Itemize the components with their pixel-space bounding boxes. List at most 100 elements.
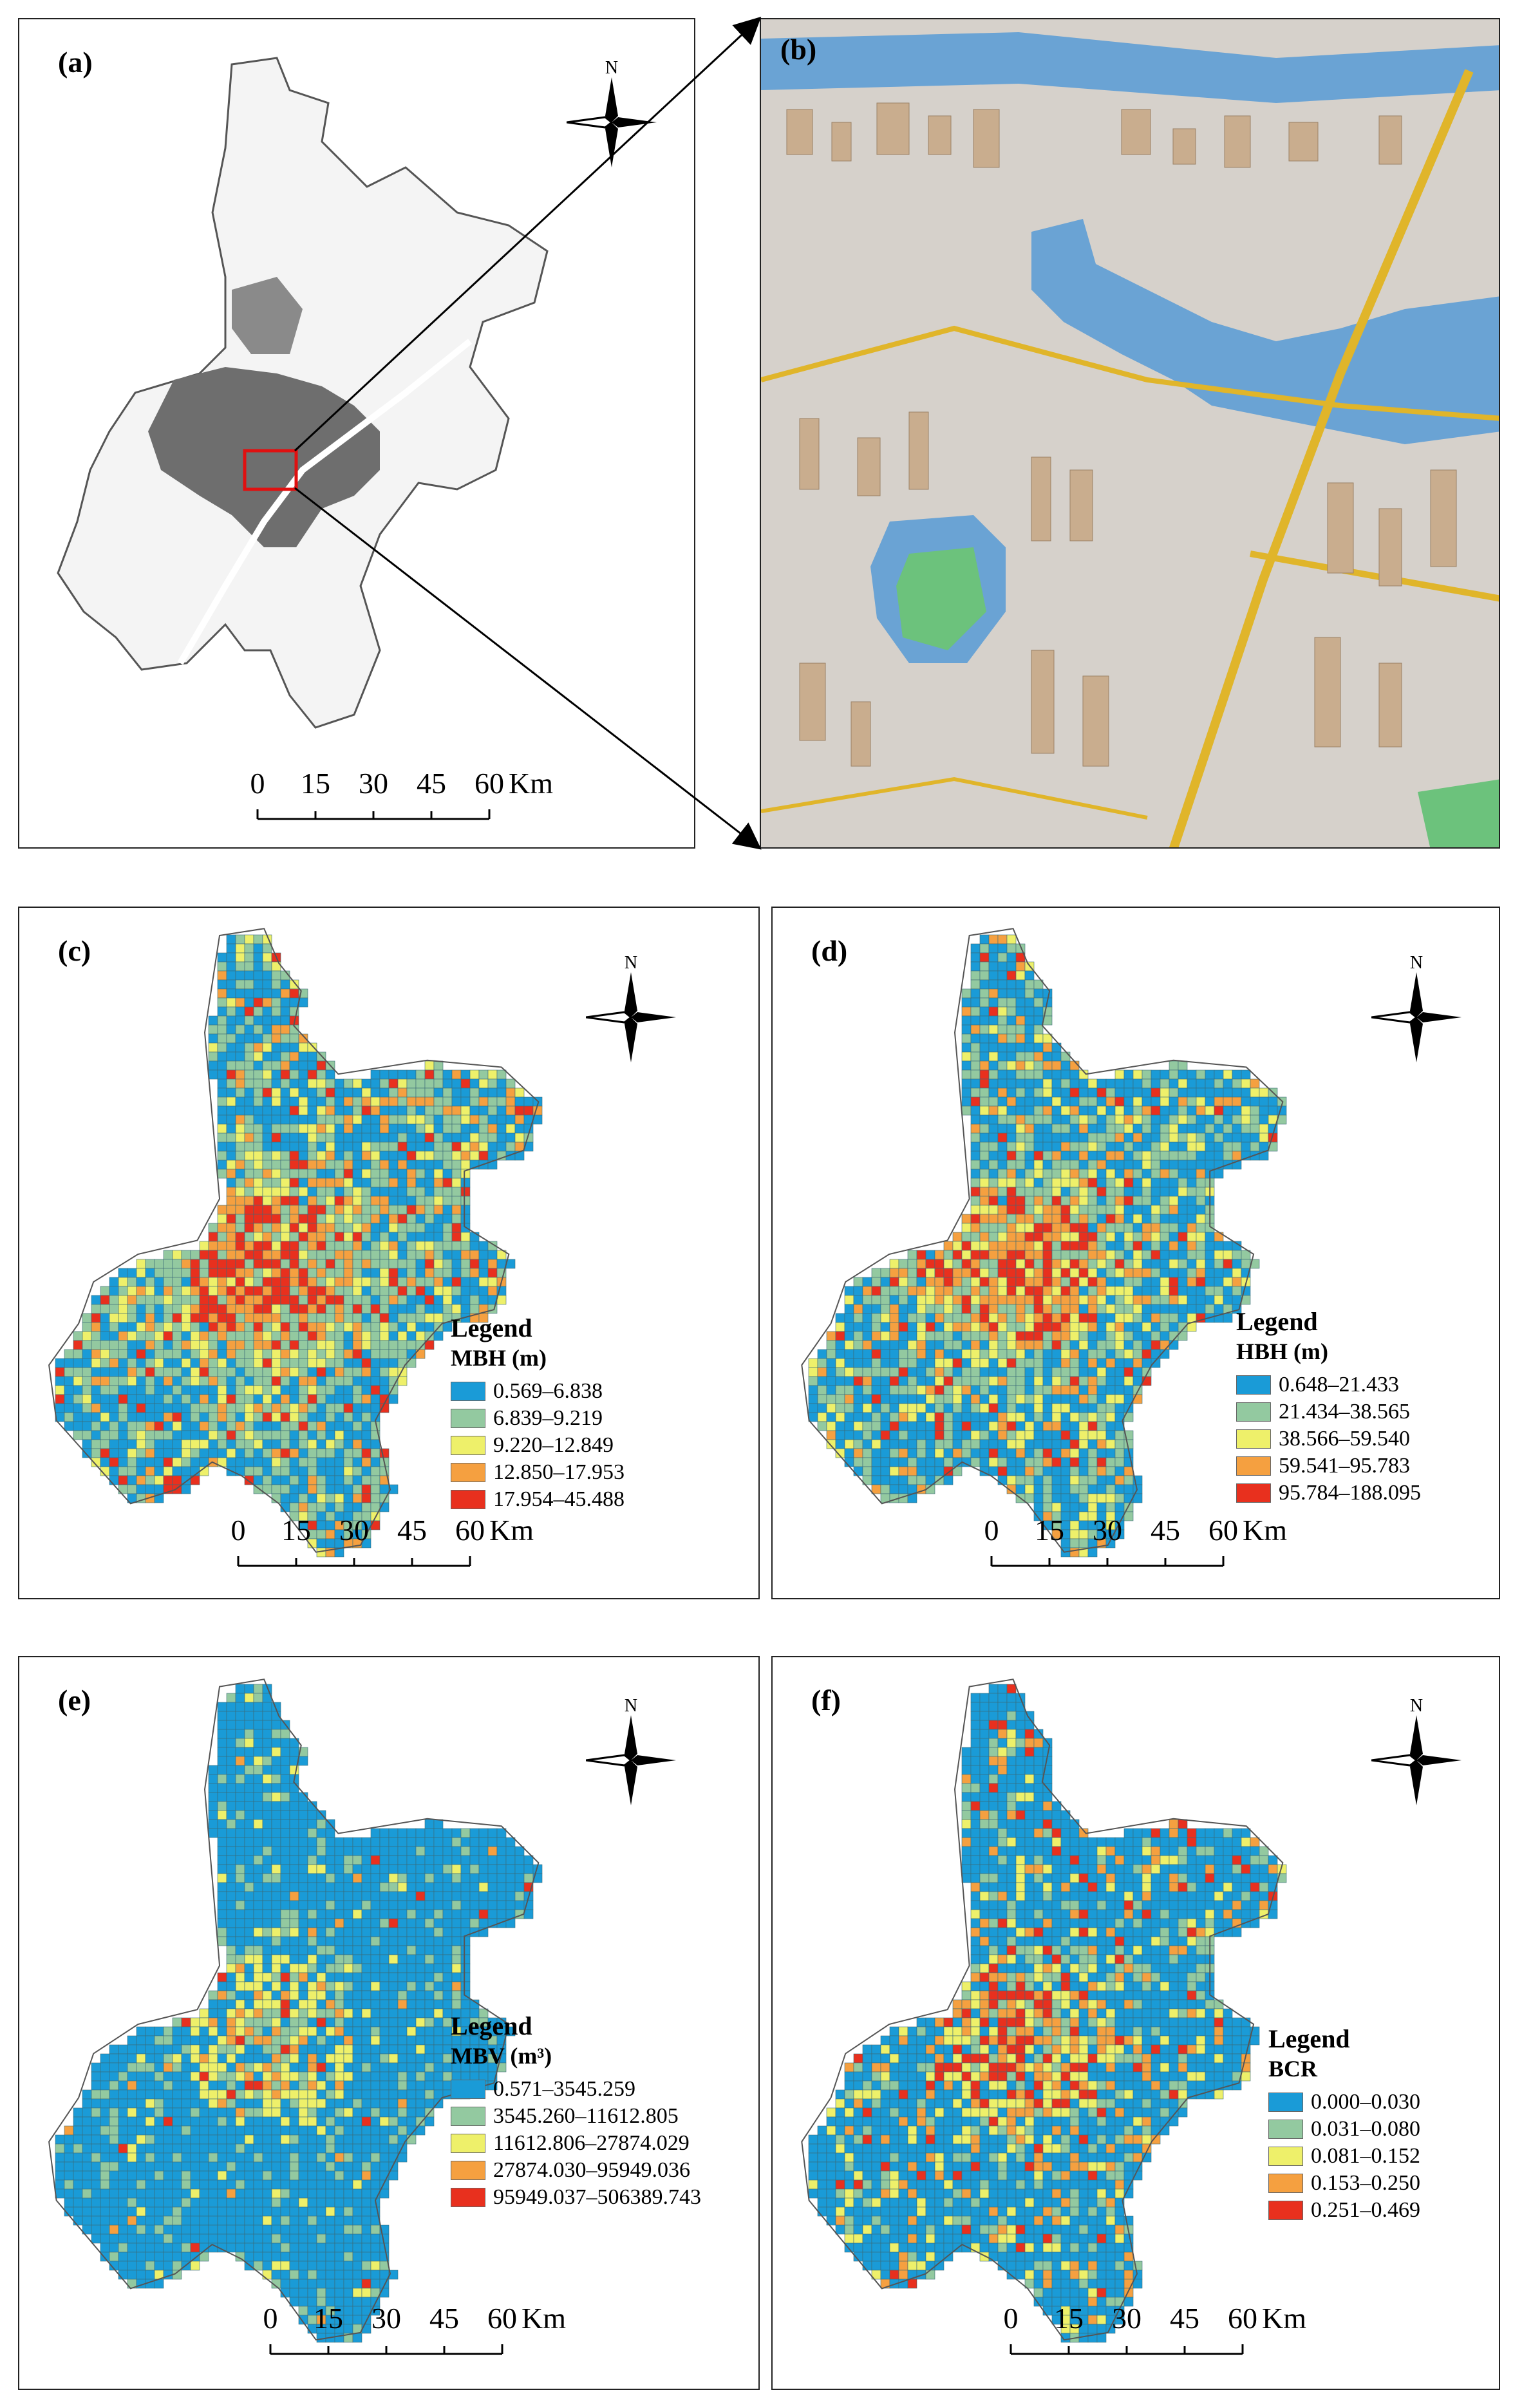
grid-cell [262, 1277, 272, 1287]
grid-cell [298, 1241, 308, 1251]
grid-cell [352, 2035, 362, 2046]
grid-cell [55, 1358, 65, 1368]
grid-cell [1069, 1367, 1080, 1377]
grid-cell [880, 1277, 890, 1287]
grid-cell [970, 1142, 981, 1152]
grid-cell [316, 1846, 326, 1856]
grid-cell [118, 1340, 128, 1350]
grid-cell [487, 1151, 498, 1161]
grid-cell [217, 1042, 227, 1053]
grid-cell [988, 1115, 999, 1125]
grid-cell [1015, 1160, 1026, 1170]
grid-cell [307, 1096, 317, 1107]
grid-cell [343, 1909, 353, 1919]
grid-cell [1006, 1421, 1017, 1431]
grid-cell [289, 1502, 299, 1512]
grid-cell [280, 1774, 290, 1784]
grid-cell [979, 997, 990, 1008]
grid-cell [244, 2017, 254, 2027]
grid-cell [433, 1295, 444, 1305]
grid-cell [943, 1250, 954, 1260]
grid-cell [262, 2053, 272, 2064]
scale-bar-d: 0 15 30 45 60 Km [984, 1513, 1287, 1584]
grid-cell [853, 1448, 863, 1458]
grid-cell [961, 1412, 972, 1422]
grid-cell [235, 1259, 245, 1269]
grid-cell [388, 2008, 399, 2018]
grid-cell [406, 1873, 417, 1883]
grid-cell [163, 1376, 173, 1386]
grid-cell [145, 1430, 155, 1440]
grid-cell [298, 1268, 308, 1278]
grid-cell [1087, 1241, 1098, 1251]
grid-cell [235, 1819, 245, 1829]
grid-cell [970, 1430, 981, 1440]
grid-cell [1132, 1331, 1143, 1341]
grid-cell [1132, 1259, 1143, 1269]
grid-cell [388, 1963, 399, 1973]
grid-cell [1051, 1178, 1062, 1188]
grid-cell [1114, 1331, 1125, 1341]
grid-cell [289, 1403, 299, 1413]
grid-cell [1015, 1078, 1026, 1089]
grid-cell [451, 1124, 462, 1134]
grid-cell [253, 1684, 263, 1694]
grid-cell [1015, 979, 1026, 990]
grid-cell [109, 1340, 119, 1350]
grid-cell [880, 1484, 890, 1494]
grid-cell [925, 1322, 935, 1332]
grid-cell [988, 1439, 999, 1449]
grid-cell [361, 1105, 371, 1116]
grid-cell [907, 1448, 917, 1458]
grid-cell [406, 1223, 417, 1233]
grid-cell [352, 1160, 362, 1170]
grid-cell [1078, 1187, 1089, 1197]
grid-cell [406, 1069, 417, 1080]
grid-cell [1142, 1196, 1152, 1206]
grid-cell [1087, 1322, 1098, 1332]
grid-cell [1024, 1394, 1035, 1404]
grid-cell [388, 1133, 399, 1143]
grid-cell [271, 1241, 281, 1251]
grid-cell [1060, 1403, 1071, 1413]
grid-cell [496, 1837, 507, 1847]
grid-cell [352, 1484, 362, 1494]
grid-cell [172, 1259, 182, 1269]
grid-cell [352, 1421, 362, 1431]
grid-cell [352, 2026, 362, 2036]
grid-cell [1105, 1196, 1116, 1206]
grid-cell [343, 1972, 353, 1982]
grid-cell [163, 1313, 173, 1323]
grid-cell [244, 1936, 254, 1946]
grid-cell [172, 1322, 182, 1332]
grid-cell [979, 1358, 990, 1368]
grid-cell [406, 1891, 417, 1901]
grid-cell [988, 1069, 999, 1080]
grid-cell [1096, 1502, 1107, 1512]
grid-cell [325, 2008, 335, 2018]
grid-cell [1078, 1376, 1089, 1386]
grid-cell [379, 2062, 390, 2073]
grid-cell [1123, 1367, 1134, 1377]
grid-cell [979, 1115, 990, 1125]
grid-cell [1205, 1304, 1215, 1314]
grid-cell [217, 1936, 227, 1946]
grid-cell [835, 1322, 845, 1332]
grid-cell [298, 1169, 308, 1179]
grid-cell [934, 1457, 944, 1467]
mbh-grid-map [48, 928, 543, 1557]
grid-cell [289, 1421, 299, 1431]
grid-cell [244, 1720, 254, 1730]
grid-cell [235, 988, 245, 999]
grid-cell [1241, 1133, 1251, 1143]
grid-cell [1033, 1340, 1044, 1350]
grid-cell [199, 1430, 209, 1440]
grid-cell [334, 1873, 344, 1883]
grid-cell [334, 1846, 344, 1856]
grid-cell [1069, 1448, 1080, 1458]
grid-cell [262, 2035, 272, 2046]
grid-cell [415, 1105, 426, 1116]
grid-cell [271, 1918, 281, 1928]
grid-cell [163, 2035, 173, 2046]
grid-cell [889, 1466, 899, 1476]
